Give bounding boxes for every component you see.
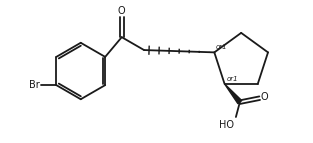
Text: or1: or1 <box>215 44 227 50</box>
Text: Br: Br <box>29 80 39 90</box>
Polygon shape <box>225 84 242 104</box>
Text: O: O <box>261 92 268 102</box>
Text: O: O <box>118 6 126 16</box>
Text: HO: HO <box>219 120 234 130</box>
Text: or1: or1 <box>227 76 238 82</box>
